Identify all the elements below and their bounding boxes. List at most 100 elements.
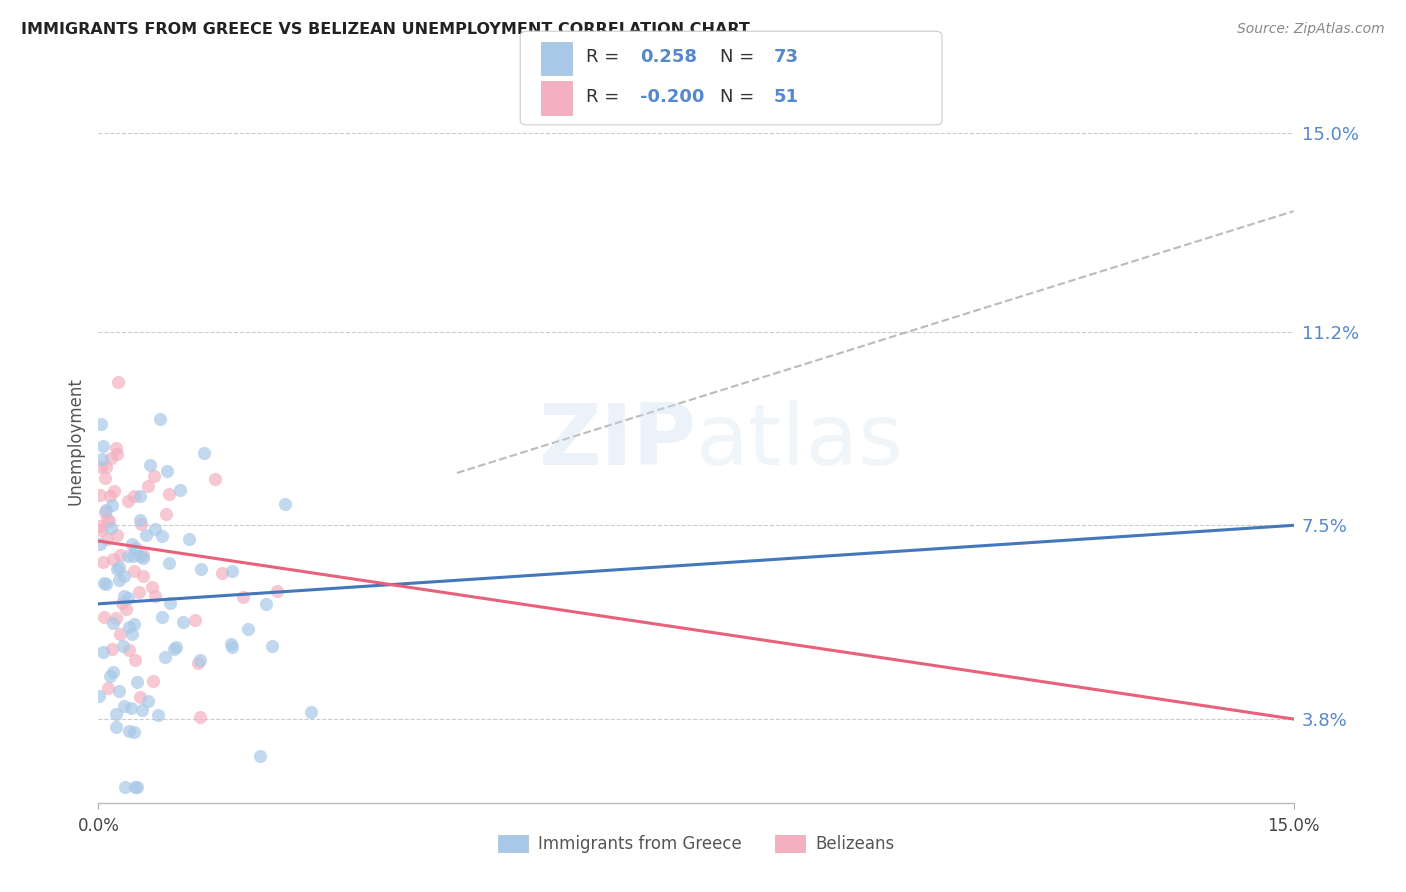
Point [117, 549, 139, 563]
Point [112, 589, 135, 603]
Point [104, 720, 127, 734]
Point [96, 502, 118, 516]
Point [93, 575, 115, 590]
Point [90, 523, 112, 537]
Point [143, 522, 166, 536]
Point [155, 507, 177, 521]
Point [260, 639, 283, 653]
Point [101, 551, 124, 566]
Point [204, 472, 226, 486]
Legend: Immigrants from Greece, Belizeans: Immigrants from Greece, Belizeans [491, 828, 901, 860]
Point [89, 689, 111, 703]
Point [219, 637, 242, 651]
Point [153, 650, 176, 665]
Point [120, 701, 142, 715]
Point [94, 505, 117, 519]
Point [111, 596, 134, 610]
Point [183, 613, 205, 627]
Point [128, 549, 150, 563]
Point [105, 562, 128, 576]
Point [96, 459, 118, 474]
Point [274, 497, 297, 511]
Point [100, 450, 122, 465]
Text: N =: N = [720, 87, 754, 105]
Point [105, 706, 128, 721]
Point [98, 669, 121, 683]
Point [188, 710, 211, 724]
Point [115, 601, 138, 615]
Point [90, 417, 112, 431]
Point [299, 705, 322, 719]
Point [112, 699, 135, 714]
Point [118, 642, 141, 657]
Point [101, 641, 124, 656]
Point [103, 615, 125, 630]
Point [145, 589, 167, 603]
Point [96, 511, 118, 525]
Point [117, 494, 139, 508]
Point [114, 780, 136, 794]
Point [96, 532, 118, 546]
Point [108, 548, 131, 562]
Text: 51: 51 [773, 87, 799, 105]
Point [131, 703, 153, 717]
Point [127, 675, 149, 690]
Text: N =: N = [720, 48, 754, 66]
Point [105, 610, 128, 624]
Point [221, 564, 243, 578]
Text: Source: ZipAtlas.com: Source: ZipAtlas.com [1237, 22, 1385, 37]
Point [157, 557, 180, 571]
Point [91, 439, 114, 453]
Point [142, 674, 165, 689]
Point [254, 597, 277, 611]
Point [90, 459, 112, 474]
Point [97, 681, 120, 695]
Point [91, 555, 114, 569]
Point [93, 610, 115, 624]
Point [236, 623, 259, 637]
Point [232, 591, 254, 605]
Text: atlas: atlas [696, 400, 904, 483]
Point [188, 653, 211, 667]
Point [103, 483, 125, 498]
Point [110, 626, 132, 640]
Point [128, 513, 150, 527]
Point [118, 723, 141, 738]
Point [91, 645, 114, 659]
Text: R =: R = [586, 48, 620, 66]
Point [172, 615, 194, 630]
Point [187, 657, 209, 671]
Point [121, 549, 143, 564]
Point [112, 569, 135, 583]
Point [89, 519, 111, 533]
Text: -0.200: -0.200 [640, 87, 704, 105]
Point [121, 627, 143, 641]
Point [96, 577, 118, 591]
Point [143, 468, 166, 483]
Text: R =: R = [586, 87, 620, 105]
Point [129, 516, 152, 531]
Point [128, 489, 150, 503]
Point [98, 489, 121, 503]
Point [101, 498, 124, 512]
Point [149, 412, 172, 426]
Point [122, 725, 145, 739]
Point [138, 694, 160, 708]
Point [121, 537, 143, 551]
Point [105, 527, 128, 541]
Point [122, 616, 145, 631]
Point [94, 471, 117, 485]
Point [108, 683, 131, 698]
Point [193, 445, 215, 459]
Text: 73: 73 [773, 48, 799, 66]
Text: ZIP: ZIP [538, 400, 696, 483]
Point [157, 487, 180, 501]
Point [101, 665, 124, 680]
Text: 0.258: 0.258 [640, 48, 697, 66]
Point [156, 465, 179, 479]
Point [165, 640, 187, 654]
Point [111, 639, 134, 653]
Point [91, 452, 114, 467]
Point [132, 569, 155, 583]
Point [124, 490, 146, 504]
